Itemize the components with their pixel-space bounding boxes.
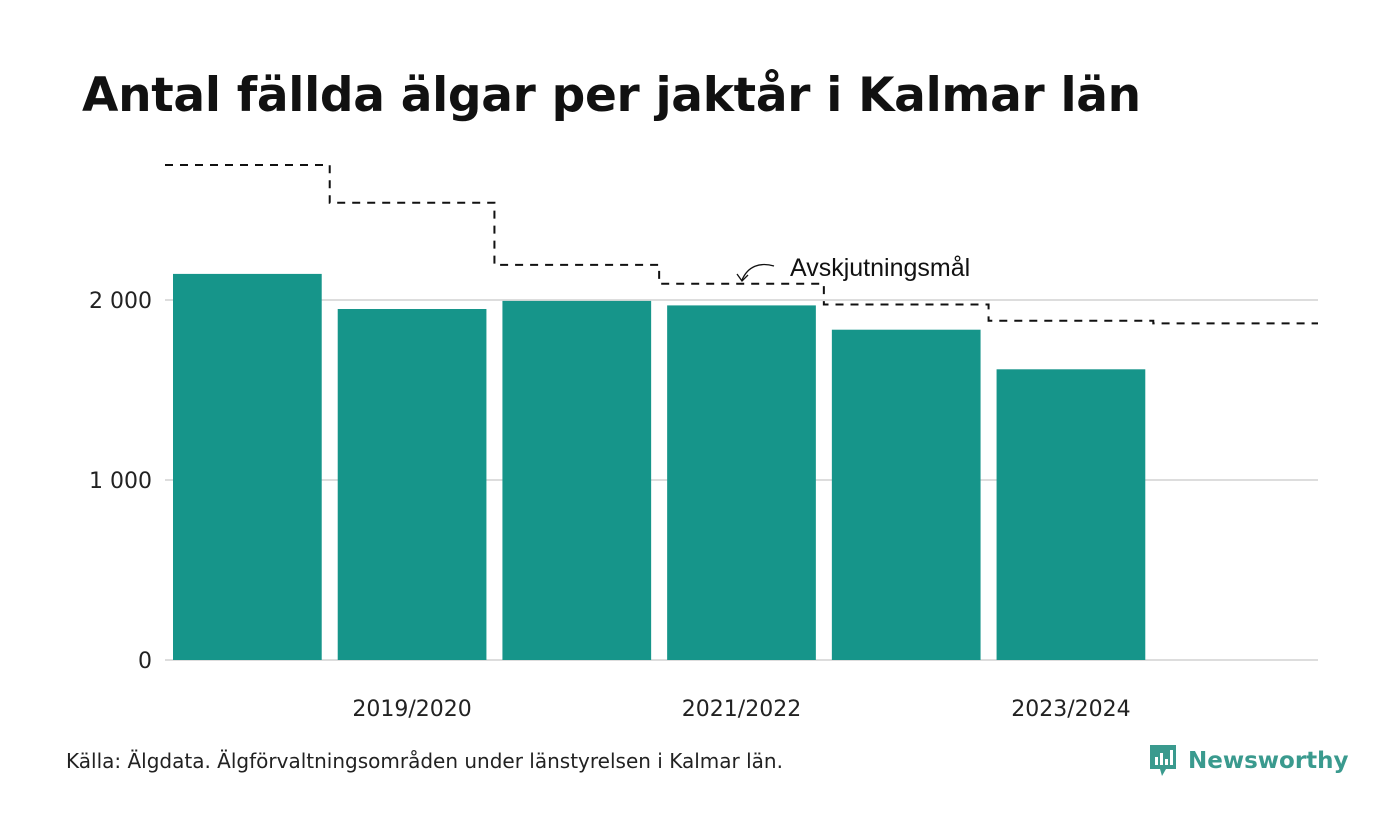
target-line-path	[165, 164, 1318, 325]
brand-name: Newsworthy	[1188, 748, 1349, 774]
bar	[337, 309, 487, 660]
annotation-label: Avskjutningsmål	[790, 254, 970, 282]
annotation-arrow	[741, 263, 775, 281]
chart-title: Antal fällda älgar per jaktår i Kalmar l…	[82, 68, 1141, 123]
bars	[173, 273, 1146, 660]
x-tick-label: 2019/2020	[352, 697, 471, 722]
y-tick-label: 2 000	[89, 289, 152, 314]
annotation-arrowhead	[736, 273, 749, 283]
brand-logo: Newsworthy	[1148, 743, 1349, 779]
y-tick-label: 1 000	[89, 469, 152, 494]
y-tick-label: 0	[138, 649, 152, 674]
x-tick-label: 2021/2022	[682, 697, 801, 722]
newsworthy-logo-icon	[1150, 745, 1176, 776]
x-tick-label: 2023/2024	[1011, 697, 1130, 722]
bar	[173, 273, 322, 660]
target-step-line	[165, 164, 1318, 325]
target-annotation: Avskjutningsmål	[736, 254, 970, 283]
source-note: Källa: Älgdata. Älgförvaltningsområden u…	[66, 749, 783, 773]
bar	[831, 329, 981, 660]
bar	[667, 305, 816, 660]
bar	[996, 369, 1146, 660]
bar	[502, 300, 652, 660]
x-axis-ticks: 2019/2020 2021/2022 2023/2024	[352, 697, 1130, 722]
y-axis-ticks: 0 1 000 2 000	[89, 289, 152, 674]
